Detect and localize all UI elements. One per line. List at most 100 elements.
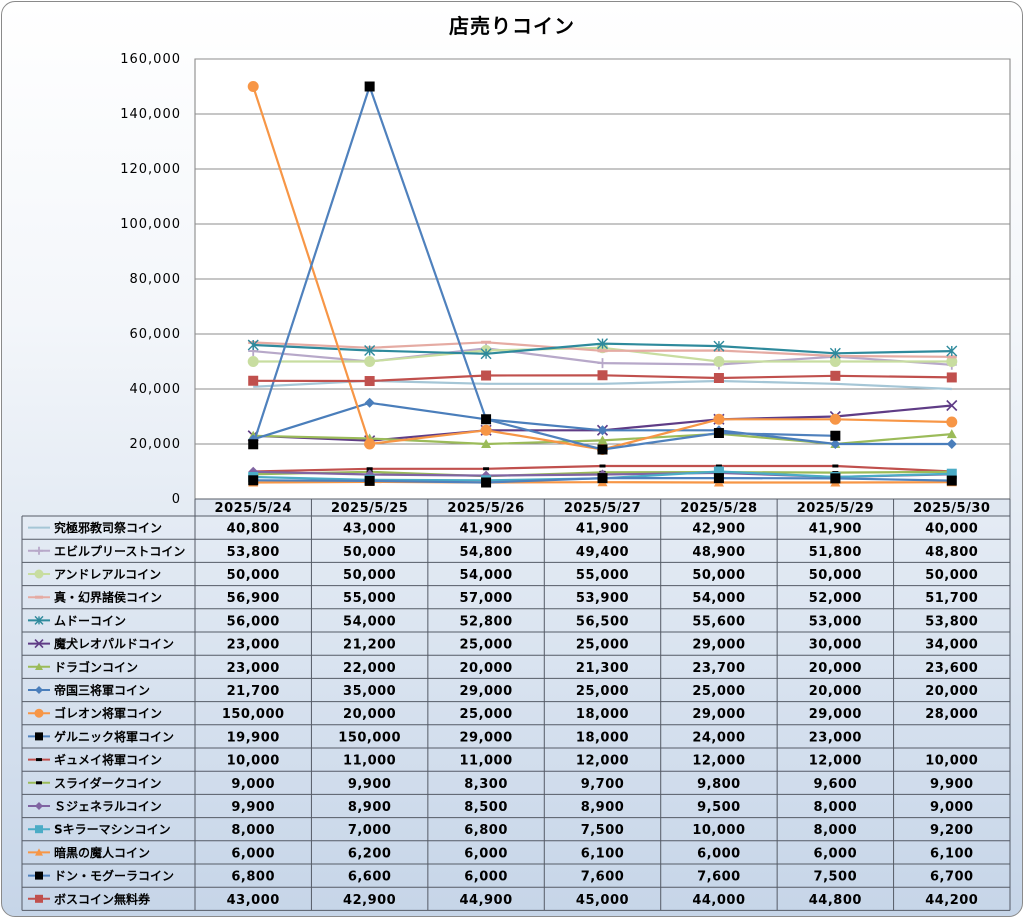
data-label: 6,700 <box>930 870 974 885</box>
point <box>36 781 42 785</box>
y-tick-label: 20,000 <box>130 437 182 452</box>
data-label: 48,900 <box>692 545 745 560</box>
y-tick-label: 100,000 <box>120 217 181 232</box>
data-label: 42,900 <box>343 893 396 908</box>
point <box>829 413 841 425</box>
data-label: 40,000 <box>925 522 978 537</box>
point <box>481 439 492 448</box>
x-category-label: 2025/5/27 <box>564 501 641 516</box>
point <box>597 349 608 353</box>
data-label: 7,500 <box>581 823 625 838</box>
data-label: 50,000 <box>692 568 745 583</box>
point <box>480 424 492 436</box>
data-label: 20,000 <box>809 661 862 676</box>
point <box>483 467 490 471</box>
data-label: 9,000 <box>231 777 275 792</box>
data-label: 10,000 <box>227 754 280 769</box>
data-label: 56,000 <box>227 614 280 629</box>
point <box>830 370 841 381</box>
data-label: 23,000 <box>809 730 862 745</box>
data-label: 41,900 <box>576 522 629 537</box>
data-label: 50,000 <box>343 545 396 560</box>
data-label: 10,000 <box>692 823 745 838</box>
point <box>946 439 957 449</box>
data-label: 18,000 <box>576 730 629 745</box>
point <box>35 732 43 741</box>
data-label: 150,000 <box>222 707 285 722</box>
data-label: 9,500 <box>697 800 741 815</box>
point <box>713 466 724 477</box>
point <box>830 430 841 441</box>
point <box>35 871 43 880</box>
point <box>35 662 43 670</box>
point <box>946 345 958 357</box>
point <box>35 595 43 599</box>
data-label: 52,000 <box>809 591 862 606</box>
data-label: 41,900 <box>459 522 512 537</box>
y-tick-label: 40,000 <box>130 382 182 397</box>
data-label: 21,300 <box>576 661 629 676</box>
data-label: 25,000 <box>459 638 512 653</box>
point <box>946 429 957 439</box>
data-label: 6,100 <box>581 846 625 861</box>
data-label: 29,000 <box>692 707 745 722</box>
data-label: 7,000 <box>348 823 392 838</box>
data-label: 6,200 <box>348 846 392 861</box>
point <box>597 338 608 350</box>
data-label: 30,000 <box>809 638 862 653</box>
point <box>364 376 375 387</box>
data-label: 8,900 <box>581 800 625 815</box>
data-label: 56,500 <box>576 614 629 629</box>
y-tick-label: 160,000 <box>120 52 181 67</box>
point <box>34 615 44 625</box>
y-tick-label: 0 <box>172 492 181 507</box>
point <box>597 425 608 436</box>
data-label: 8,000 <box>231 823 275 838</box>
data-label: 9,700 <box>581 777 625 792</box>
data-label: 22,000 <box>343 661 396 676</box>
point <box>946 355 957 359</box>
series-lines <box>247 81 958 488</box>
point <box>35 894 43 903</box>
data-label: 8,000 <box>814 800 858 815</box>
data-label: 21,200 <box>343 638 396 653</box>
data-label: 45,000 <box>576 893 629 908</box>
data-label: 53,800 <box>227 545 280 560</box>
point <box>364 345 376 356</box>
chart-title: 店売りコイン <box>449 14 575 38</box>
point <box>713 428 724 438</box>
legend-entry: Ｓジェネラルコイン <box>54 800 162 814</box>
data-label: 10,000 <box>925 754 978 769</box>
data-label: 50,000 <box>925 568 978 583</box>
series-line <box>248 473 957 488</box>
data-label: 150,000 <box>338 730 401 745</box>
data-label: 51,700 <box>925 591 978 606</box>
data-label: 51,800 <box>809 545 862 560</box>
point <box>597 473 608 484</box>
legend-entry: 暗黒の魔人コイン <box>54 845 150 860</box>
point <box>481 414 492 425</box>
data-label: 35,000 <box>343 684 396 699</box>
data-label: 9,900 <box>231 800 275 815</box>
data-label: 56,900 <box>227 591 280 606</box>
point <box>34 569 44 579</box>
data-label: 8,500 <box>464 800 508 815</box>
point <box>481 477 492 488</box>
data-label: 29,000 <box>459 730 512 745</box>
y-tick-label: 140,000 <box>120 107 181 122</box>
data-label: 7,500 <box>814 870 858 885</box>
series-line <box>248 81 841 455</box>
data-label: 55,600 <box>692 614 745 629</box>
legend-entry: スライダークコイン <box>54 775 162 790</box>
data-label: 43,000 <box>343 522 396 537</box>
y-tick-label: 120,000 <box>120 162 181 177</box>
data-label: 53,900 <box>576 591 629 606</box>
data-label: 41,900 <box>809 522 862 537</box>
legend-entry: 魔犬レオパルドコイン <box>54 636 174 651</box>
point <box>830 473 841 484</box>
point <box>946 475 957 486</box>
data-label: 23,000 <box>227 638 280 653</box>
data-label: 7,600 <box>581 870 625 885</box>
series-path <box>252 85 836 451</box>
point <box>247 81 259 92</box>
